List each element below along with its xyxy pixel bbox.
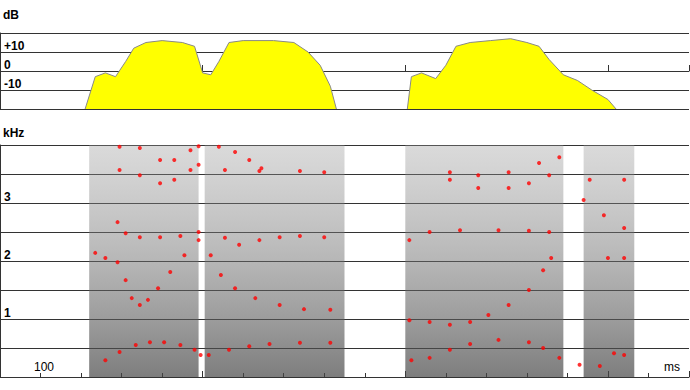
svg-text:ms: ms <box>664 360 680 374</box>
svg-text:1: 1 <box>4 306 11 320</box>
svg-text:100: 100 <box>34 360 54 374</box>
svg-text:+10: +10 <box>4 39 25 53</box>
svg-text:2: 2 <box>4 248 11 262</box>
svg-text:dB: dB <box>3 8 19 22</box>
svg-text:0: 0 <box>4 58 11 72</box>
svg-text:kHz: kHz <box>3 126 24 140</box>
svg-text:-10: -10 <box>4 77 22 91</box>
svg-text:3: 3 <box>4 190 11 204</box>
